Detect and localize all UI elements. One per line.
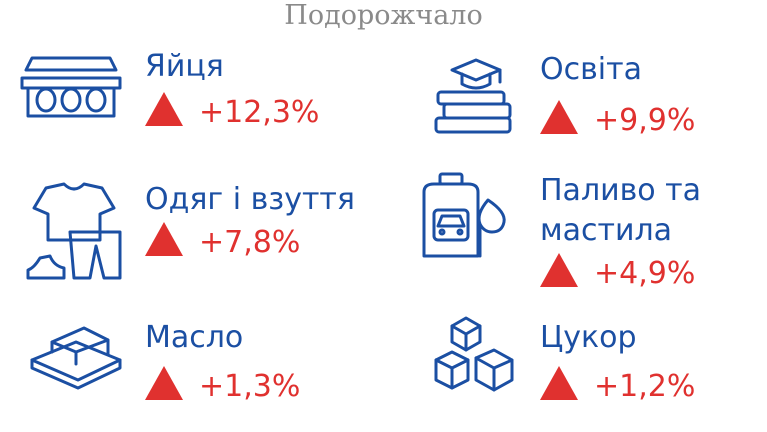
- change-value: +4,9%: [594, 256, 696, 291]
- up-triangle: [145, 366, 183, 400]
- change: +4,9%: [540, 253, 695, 294]
- up-triangle: [145, 222, 183, 256]
- change: +1,3%: [145, 366, 300, 407]
- change: +1,2%: [540, 366, 695, 407]
- change: +12,3%: [145, 92, 319, 133]
- education-icon: [434, 58, 512, 134]
- change-value: +9,9%: [594, 103, 696, 138]
- change: +7,8%: [145, 222, 300, 263]
- label: Освіта: [540, 52, 642, 87]
- change-value: +1,2%: [594, 369, 696, 404]
- label: Одяг і взуття: [145, 182, 355, 217]
- label: Цукор: [540, 320, 637, 355]
- title: Подорожчало: [284, 0, 483, 31]
- change-value: +7,8%: [199, 225, 301, 260]
- fuel-icon: [422, 172, 506, 258]
- up-triangle: [540, 253, 578, 287]
- up-triangle: [145, 92, 183, 126]
- butter-icon: [30, 326, 122, 390]
- label: Паливо та мастила: [540, 173, 702, 248]
- change-value: +1,3%: [199, 369, 301, 404]
- up-triangle: [540, 100, 578, 134]
- up-triangle: [540, 366, 578, 400]
- change-value: +12,3%: [199, 95, 320, 130]
- eggs-icon: [20, 56, 122, 118]
- change: +9,9%: [540, 100, 695, 141]
- sugar-icon: [434, 316, 514, 392]
- label: Яйця: [145, 49, 224, 84]
- clothes-icon: [26, 182, 122, 280]
- label: Масло: [145, 320, 244, 355]
